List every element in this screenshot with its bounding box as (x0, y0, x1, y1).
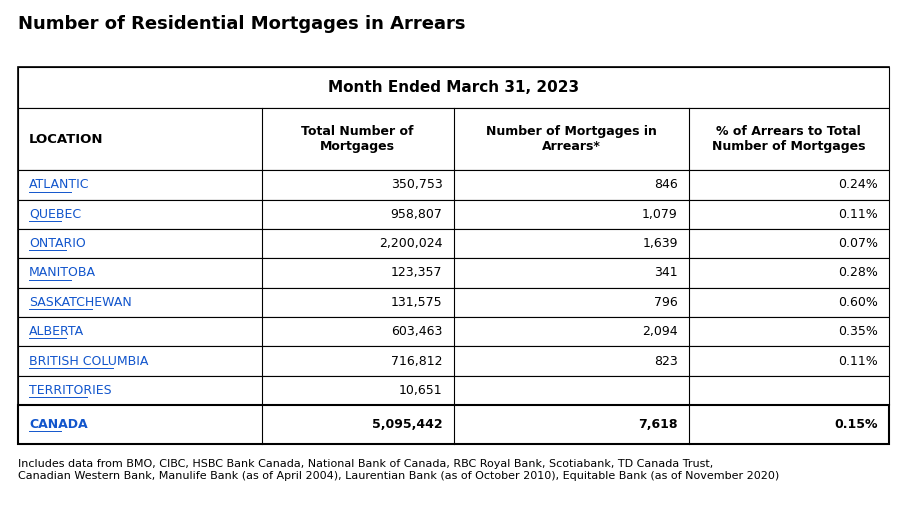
Text: 2,200,024: 2,200,024 (379, 237, 443, 250)
Text: 0.24%: 0.24% (838, 179, 878, 191)
Text: ATLANTIC: ATLANTIC (29, 179, 90, 191)
Text: Number of Mortgages in
Arrears*: Number of Mortgages in Arrears* (485, 125, 657, 153)
Text: 796: 796 (654, 296, 678, 309)
Text: Number of Residential Mortgages in Arrears: Number of Residential Mortgages in Arrea… (18, 15, 465, 34)
Text: 5,095,442: 5,095,442 (372, 418, 443, 431)
Text: 10,651: 10,651 (399, 384, 443, 397)
Text: QUEBEC: QUEBEC (29, 208, 81, 221)
Text: 1,079: 1,079 (642, 208, 678, 221)
Text: % of Arrears to Total
Number of Mortgages: % of Arrears to Total Number of Mortgage… (712, 125, 865, 153)
Text: ALBERTA: ALBERTA (29, 325, 84, 338)
Text: 0.28%: 0.28% (838, 266, 878, 280)
Text: LOCATION: LOCATION (29, 133, 103, 146)
Text: 341: 341 (654, 266, 678, 280)
Text: 716,812: 716,812 (391, 354, 443, 367)
Text: Includes data from BMO, CIBC, HSBC Bank Canada, National Bank of Canada, RBC Roy: Includes data from BMO, CIBC, HSBC Bank … (18, 459, 779, 481)
Text: 1,639: 1,639 (642, 237, 678, 250)
Text: CANADA: CANADA (29, 418, 88, 431)
Text: BRITISH COLUMBIA: BRITISH COLUMBIA (29, 354, 149, 367)
Text: 0.07%: 0.07% (838, 237, 878, 250)
Text: SASKATCHEWAN: SASKATCHEWAN (29, 296, 132, 309)
Text: 350,753: 350,753 (391, 179, 443, 191)
Text: 603,463: 603,463 (391, 325, 443, 338)
Text: ONTARIO: ONTARIO (29, 237, 86, 250)
Text: Total Number of
Mortgages: Total Number of Mortgages (301, 125, 414, 153)
Text: Month Ended March 31, 2023: Month Ended March 31, 2023 (328, 80, 579, 95)
Text: 0.35%: 0.35% (838, 325, 878, 338)
Text: 123,357: 123,357 (391, 266, 443, 280)
Text: MANITOBA: MANITOBA (29, 266, 96, 280)
Text: 0.11%: 0.11% (838, 208, 878, 221)
Text: TERRITORIES: TERRITORIES (29, 384, 112, 397)
Text: 0.15%: 0.15% (834, 418, 878, 431)
Text: 958,807: 958,807 (391, 208, 443, 221)
Text: 0.11%: 0.11% (838, 354, 878, 367)
Text: 846: 846 (654, 179, 678, 191)
Text: 823: 823 (654, 354, 678, 367)
Text: 0.60%: 0.60% (838, 296, 878, 309)
Text: 2,094: 2,094 (642, 325, 678, 338)
Text: 7,618: 7,618 (639, 418, 678, 431)
Text: 131,575: 131,575 (391, 296, 443, 309)
